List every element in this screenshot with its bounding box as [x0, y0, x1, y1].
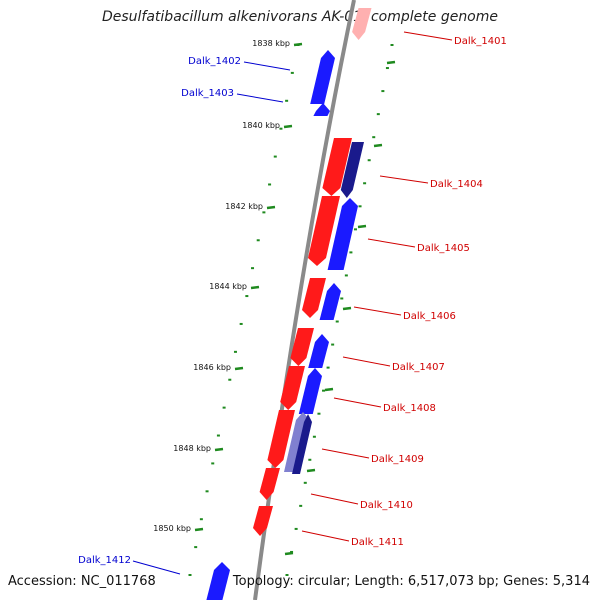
- gene-arrow[interactable]: [308, 196, 340, 266]
- gene-arrow[interactable]: [280, 366, 305, 410]
- tick-layer: 1838 kbp 1840 kbp 1842 kbp 1844 kbp 1846 kbp…: [153, 39, 396, 576]
- gene-arrow[interactable]: [313, 103, 330, 116]
- accession-text: Accession: NC_011768: [8, 574, 156, 589]
- tick-label-1846-kbp: 1846 kbp: [193, 363, 231, 372]
- gene-label-dalk-1406[interactable]: Dalk_1406: [403, 311, 456, 322]
- leader-line: [243, 61, 291, 71]
- major-tick: [284, 551, 294, 556]
- gene-arrow[interactable]: [310, 50, 335, 104]
- leader-line: [132, 560, 181, 575]
- genome-title: Desulfatibacillum alkenivorans AK-01, co…: [101, 9, 499, 25]
- gene-label-dalk-1410[interactable]: Dalk_1410: [360, 500, 413, 511]
- gene-arrow[interactable]: [267, 410, 295, 468]
- tick-label-1842-kbp: 1842 kbp: [225, 202, 263, 211]
- gene-arrow[interactable]: [308, 334, 329, 368]
- major-tick: [373, 143, 383, 148]
- tick-label-1838-kbp: 1838 kbp: [252, 39, 290, 48]
- gene-label-dalk-1408[interactable]: Dalk_1408: [383, 403, 436, 414]
- gene-arrow[interactable]: [302, 278, 326, 318]
- tick-label-1850-kbp: 1850 kbp: [153, 524, 191, 533]
- leader-line: [310, 493, 359, 505]
- major-tick: [357, 224, 367, 229]
- major-tick: [250, 285, 260, 290]
- labels-layer: Dalk_1401 Dalk_1402 Dalk_1403 Dalk_1404 Dalk…: [78, 31, 507, 575]
- gene-arrow[interactable]: [340, 142, 364, 198]
- major-tick: [324, 387, 334, 392]
- leader-line: [379, 175, 429, 184]
- leader-line: [367, 238, 416, 248]
- leader-line: [301, 530, 350, 542]
- major-tick: [293, 42, 303, 47]
- leader-line: [333, 397, 382, 408]
- tick-label-1844-kbp: 1844 kbp: [209, 282, 247, 291]
- major-tick: [234, 366, 244, 371]
- major-tick: [194, 527, 204, 532]
- gene-arrow[interactable]: [352, 8, 372, 40]
- gene-arrow[interactable]: [206, 562, 230, 600]
- gene-label-dalk-1409[interactable]: Dalk_1409: [371, 454, 424, 465]
- gene-arrow[interactable]: [259, 468, 280, 500]
- genes-layer: [206, 8, 372, 600]
- major-tick: [342, 306, 352, 311]
- major-tick: [386, 60, 396, 65]
- gene-label-dalk-1402[interactable]: Dalk_1402: [188, 56, 241, 67]
- tick-label-1840-kbp: 1840 kbp: [242, 121, 280, 130]
- major-tick: [266, 205, 276, 210]
- gene-arrow[interactable]: [292, 414, 312, 474]
- gene-label-dalk-1401[interactable]: Dalk_1401: [454, 36, 507, 47]
- leader-line: [353, 306, 402, 316]
- gene-arrow[interactable]: [298, 368, 322, 414]
- gene-arrow[interactable]: [319, 283, 341, 320]
- gene-label-dalk-1407[interactable]: Dalk_1407: [392, 362, 445, 373]
- major-tick: [214, 447, 224, 452]
- tick-label-1848-kbp: 1848 kbp: [173, 444, 211, 453]
- leader-line: [236, 93, 284, 103]
- leader-line: [403, 31, 453, 41]
- genome-summary-text: Topology: circular; Length: 6,517,073 bp…: [232, 574, 590, 589]
- gene-label-dalk-1405[interactable]: Dalk_1405: [417, 243, 470, 254]
- major-tick: [306, 468, 316, 473]
- gene-label-dalk-1412[interactable]: Dalk_1412: [78, 555, 131, 566]
- gene-label-dalk-1403[interactable]: Dalk_1403: [181, 88, 234, 99]
- gene-arrow[interactable]: [322, 138, 352, 196]
- major-tick: [283, 124, 293, 129]
- gene-arrow[interactable]: [253, 506, 273, 536]
- gene-label-dalk-1404[interactable]: Dalk_1404: [430, 179, 483, 190]
- gene-label-dalk-1411[interactable]: Dalk_1411: [351, 537, 404, 548]
- leader-line: [342, 356, 391, 367]
- gene-arrow[interactable]: [327, 198, 358, 270]
- gene-arrow[interactable]: [290, 328, 314, 366]
- leader-line: [321, 448, 370, 459]
